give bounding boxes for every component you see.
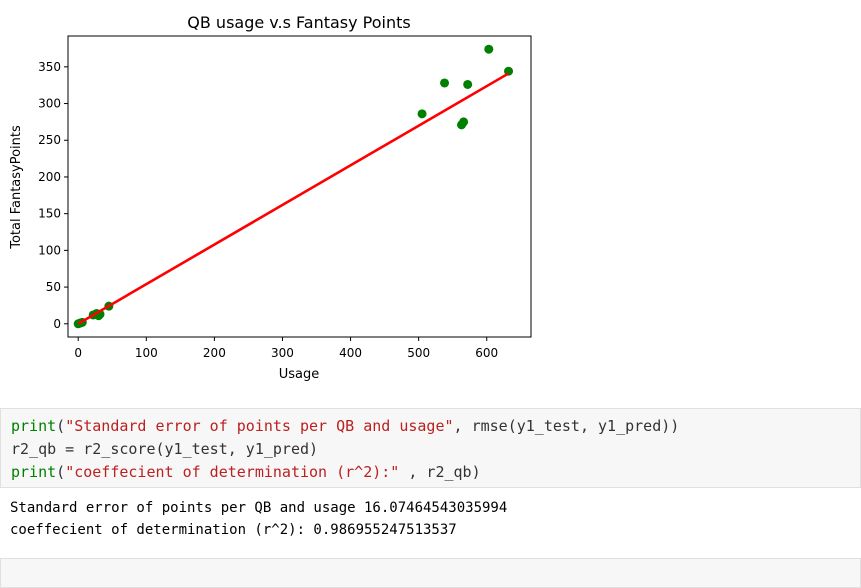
code-paren: ( [56,417,66,435]
x-tick-label: 300 [271,346,294,360]
scatter-plot: QB usage v.s Fantasy Points 0 100 200 300 40… [9,13,532,382]
output-line-2: coeffecient of determination (r^2): 0.98… [10,522,457,538]
y-tick-label: 300 [38,97,61,111]
x-tick-label: 600 [475,346,498,360]
output-line-1: Standard error of points per QB and usag… [10,500,508,516]
scatter-point [459,117,469,127]
code-line-2: r2_qb = r2_score(y1_test, y1_pred) [11,440,319,458]
code-rest: , r2_qb) [399,463,481,481]
y-tick-label: 100 [38,243,61,257]
code-keyword: print [11,463,57,481]
x-tick-label: 200 [203,346,226,360]
scatter-point [440,78,450,88]
y-tick-label: 250 [38,133,61,147]
y-tick-label: 200 [38,170,61,184]
code-line-3: print("coeffecient of determination (r^2… [11,463,481,481]
x-tick-label: 0 [74,346,82,360]
code-rest: , rmse(y1_test, y1_pred)) [453,417,680,435]
y-tick-label: 50 [46,280,61,294]
code-cell[interactable]: print("Standard error of points per QB a… [0,408,861,488]
code-paren: ( [56,463,66,481]
plot-frame [67,35,532,338]
y-tick-label: 0 [53,317,61,331]
code-string: "coeffecient of determination (r^2):" [65,463,400,481]
code-keyword: print [11,417,57,435]
code-line-1: print("Standard error of points per QB a… [11,417,679,435]
chart-title: QB usage v.s Fantasy Points [187,13,410,32]
regression-line [77,72,510,325]
y-axis: 0 50 100 150 200 250 300 350 [38,60,68,331]
empty-code-cell[interactable] [0,558,861,588]
plot-area [73,44,514,329]
x-tick-label: 400 [339,346,362,360]
y-axis-label: Total FantasyPoints [9,125,24,250]
x-tick-label: 500 [407,346,430,360]
scatter-point [484,44,494,54]
x-tick-label: 100 [135,346,158,360]
code-string: "Standard error of points per QB and usa… [65,417,454,435]
x-axis: 0 100 200 300 400 500 600 [74,337,498,360]
scatter-point [417,109,427,119]
x-axis-label: Usage [279,367,320,382]
y-tick-label: 150 [38,207,61,221]
scatter-point [463,79,473,89]
output-area: Standard error of points per QB and usag… [0,494,861,550]
y-tick-label: 350 [38,60,61,74]
